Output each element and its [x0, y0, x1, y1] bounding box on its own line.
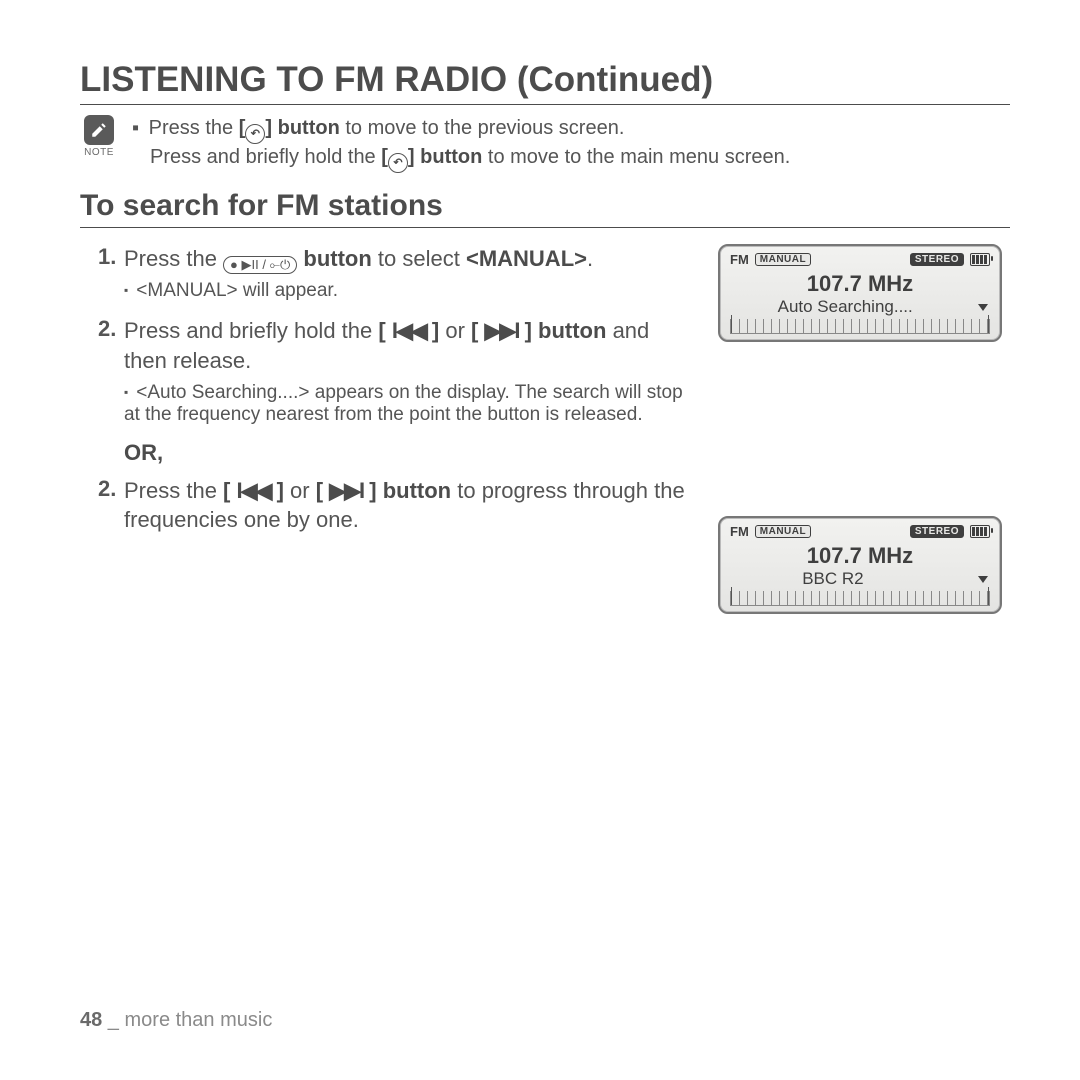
lcd2-stereo: STEREO — [910, 525, 964, 538]
lcd1-freq: 107.7 MHz — [720, 271, 1000, 297]
step2b-num: 2. — [98, 476, 124, 535]
step1-sub: <MANUAL> will appear. — [124, 280, 698, 302]
note-line2-b: button — [415, 146, 483, 168]
step2a-c: button — [532, 318, 607, 343]
page-title: LISTENING TO FM RADIO (Continued) — [80, 60, 1010, 105]
note-line2-c: to move to the main menu screen. — [488, 146, 790, 168]
step-1: 1. Press the ● ▶II / ⟜⏻ button to select… — [98, 244, 698, 274]
battery-icon — [970, 253, 990, 266]
down-triangle-icon — [978, 304, 988, 311]
note-line2-a: Press and briefly hold the — [150, 146, 381, 168]
step1-b: button — [303, 246, 371, 271]
note-block: NOTE ▪ Press the [↶] button to move to t… — [80, 115, 1010, 173]
footer-page: 48 — [80, 1009, 102, 1031]
step2b-a: Press the — [124, 478, 223, 503]
lcd1-stereo: STEREO — [910, 253, 964, 266]
step-2b: 2. Press the [ I◀◀ ] or [ ▶▶I ] button t… — [98, 476, 698, 535]
note-text: ▪ Press the [↶] button to move to the pr… — [132, 115, 790, 173]
lcd2-sub: BBC R2 — [802, 569, 863, 589]
down-triangle-icon-2 — [978, 576, 988, 583]
lcd2-fm: FM — [730, 524, 749, 539]
footer-section: more than music — [125, 1009, 273, 1031]
back-button-icon-2: ↶ — [388, 153, 408, 173]
note-icon: NOTE — [80, 115, 118, 158]
lcd2-mode: MANUAL — [755, 525, 811, 538]
footer-sep: _ — [102, 1009, 124, 1031]
lcd2-freq: 107.7 MHz — [720, 543, 1000, 569]
step2b-b: or — [290, 478, 316, 503]
next-track-icon: ▶▶I — [485, 316, 519, 346]
or-divider: OR, — [124, 440, 698, 466]
note-line1-a: Press the — [149, 117, 239, 139]
frequency-ruler — [730, 319, 990, 334]
pencil-icon — [90, 121, 108, 139]
lcd-screen-1: FM MANUAL STEREO 107.7 MHz Auto Searchin… — [718, 244, 1002, 342]
step2b-c: button — [377, 478, 452, 503]
step1-e: . — [587, 246, 593, 271]
play-pause-power-button-icon: ● ▶II / ⟜⏻ — [223, 256, 297, 274]
page-footer: 48 _ more than music — [80, 1009, 272, 1032]
lcd1-sub: Auto Searching.... — [778, 297, 913, 317]
step1-d: <MANUAL> — [466, 246, 587, 271]
note-label: NOTE — [84, 147, 114, 158]
battery-icon-2 — [970, 525, 990, 538]
note-line1-b: button — [272, 117, 340, 139]
step2a-sub: <Auto Searching....> appears on the disp… — [124, 382, 698, 426]
lcd1-mode: MANUAL — [755, 253, 811, 266]
frequency-ruler-2 — [730, 591, 990, 606]
note-line1-c: to move to the previous screen. — [345, 117, 624, 139]
next-track-icon-2: ▶▶I — [329, 476, 363, 506]
step1-c: to select — [378, 246, 466, 271]
lcd1-fm: FM — [730, 252, 749, 267]
step2a-b: or — [445, 318, 471, 343]
step2a-a: Press and briefly hold the — [124, 318, 378, 343]
step1-num: 1. — [98, 244, 124, 274]
step2a-num: 2. — [98, 316, 124, 375]
step-2a: 2. Press and briefly hold the [ I◀◀ ] or… — [98, 316, 698, 375]
lcd-screen-2: FM MANUAL STEREO 107.7 MHz BBC R2 — [718, 516, 1002, 614]
prev-track-icon-2: I◀◀ — [237, 476, 271, 506]
section-heading: To search for FM stations — [80, 189, 1010, 228]
step1-a: Press the — [124, 246, 223, 271]
back-button-icon: ↶ — [245, 124, 265, 144]
prev-track-icon: I◀◀ — [392, 316, 426, 346]
